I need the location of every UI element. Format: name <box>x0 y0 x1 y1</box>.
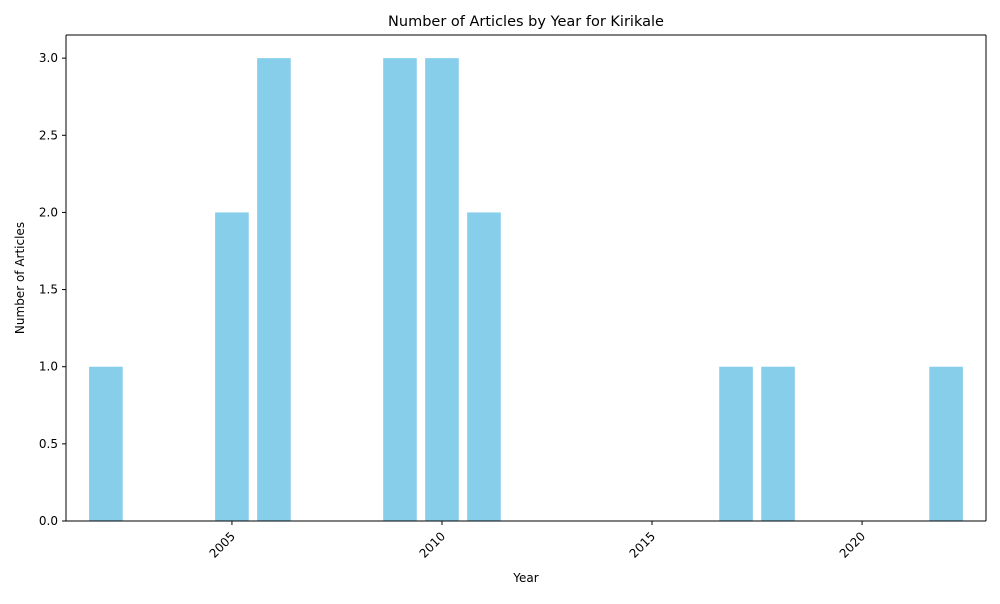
y-tick-label: 1.0 <box>39 360 58 374</box>
y-tick-label: 3.0 <box>39 51 58 65</box>
y-tick-label: 0.5 <box>39 437 58 451</box>
y-ticks: 0.0 0.5 1.0 1.5 2.0 2.5 3.0 <box>39 51 66 528</box>
x-axis-label: Year <box>512 571 538 585</box>
y-tick-label: 2.5 <box>39 128 58 142</box>
bar-2005 <box>215 212 249 521</box>
y-tick-label: 1.5 <box>39 283 58 297</box>
x-ticks: 2005 2010 2015 2020 <box>207 521 868 561</box>
x-tick-label: 2010 <box>417 529 448 560</box>
bars-layer <box>89 58 963 522</box>
bar-2010 <box>425 58 459 522</box>
x-tick-label: 2005 <box>207 529 238 560</box>
chart-title: Number of Articles by Year for Kirikale <box>388 14 664 30</box>
bar-2006 <box>257 58 291 522</box>
bar-2022 <box>929 366 963 521</box>
y-tick-label: 0.0 <box>39 514 58 528</box>
y-axis-label: Number of Articles <box>13 222 27 334</box>
x-tick-label: 2015 <box>627 529 658 560</box>
bar-2018 <box>761 366 795 521</box>
bar-2002 <box>89 366 123 521</box>
x-tick-label: 2020 <box>837 529 868 560</box>
axes-layer <box>65 34 987 522</box>
bar-2017 <box>719 366 753 521</box>
bar-2011 <box>467 212 501 521</box>
bar-2009 <box>383 58 417 522</box>
y-tick-label: 2.0 <box>39 205 58 219</box>
